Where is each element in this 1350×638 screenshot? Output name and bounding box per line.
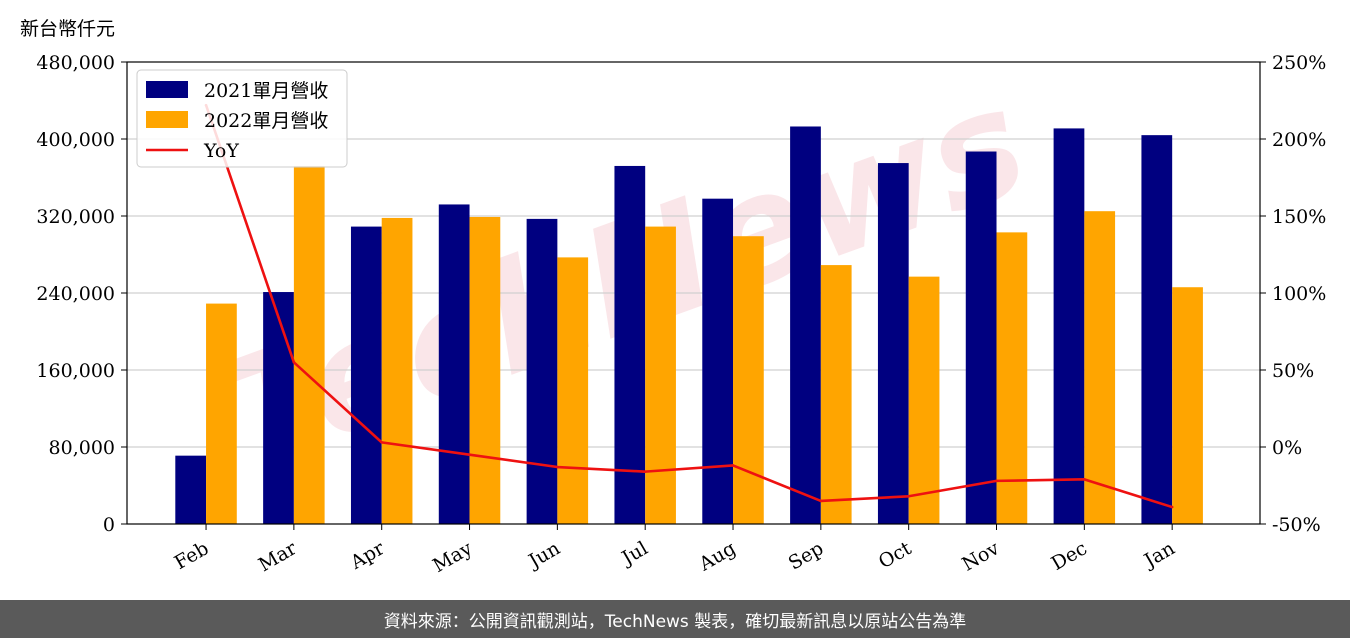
yoy-point-dec (1083, 478, 1086, 481)
x-tick-label-feb: Feb (171, 537, 213, 574)
y-right-tick-label: -50% (1272, 514, 1321, 536)
bar-2022-apr (381, 217, 413, 525)
yoy-point-may (468, 453, 471, 457)
y-left-tick-label: 400,000 (36, 129, 115, 151)
x-tick-label-jul: Jul (616, 537, 651, 570)
x-tick-label-jun: Jun (523, 537, 564, 573)
y-left-tick-label: 240,000 (36, 283, 115, 305)
yoy-point-aug (731, 464, 735, 467)
y-left-tick-label: 480,000 (36, 52, 115, 74)
bar-2021-sep (790, 126, 821, 525)
bar-2022-feb (206, 303, 237, 524)
bar-2022-may (469, 216, 501, 524)
yoy-point-apr (380, 441, 384, 444)
bar-2022-oct (908, 276, 940, 524)
x-tick-label-oct: Oct (875, 537, 916, 573)
bar-2021-feb (175, 455, 207, 524)
bar-2021-jun (526, 218, 558, 524)
yoy-point-oct (907, 494, 910, 498)
yoy-point-mar (292, 361, 296, 364)
x-tick-label-mar: Mar (255, 537, 301, 576)
yoy-point-nov (995, 479, 998, 483)
revenue-chart: TechNews 080,000160,000240,000320,000400… (36, 52, 1326, 577)
yoy-point-jan (1170, 505, 1174, 509)
x-tick-label-aug: Aug (695, 537, 740, 576)
legend-swatch-2022 (146, 111, 188, 128)
yoy-point-jul (643, 470, 647, 473)
yoy-line (204, 104, 1173, 509)
bar-2022-aug (733, 236, 764, 524)
bar-2021-aug (702, 198, 734, 525)
legend: 2021單月營收 2022單月營收 YoY (136, 69, 348, 168)
bar-2022-jan (1172, 287, 1203, 524)
bar-2021-mar (263, 292, 294, 524)
bar-2021-apr (350, 226, 382, 524)
x-tick-label-apr: Apr (346, 537, 389, 574)
y-left-tick-label: 160,000 (36, 360, 115, 382)
bar-2021-jan (1141, 135, 1173, 524)
x-tick-label-may: May (429, 537, 476, 577)
source-footer: 資料來源：公開資訊觀測站，TechNews 製表，確切最新訊息以原站公告為準 (0, 600, 1350, 638)
bar-2021-dec (1053, 128, 1085, 524)
bar-2021-nov (965, 151, 997, 524)
bar-2022-nov (996, 232, 1028, 525)
y-left-tick-label: 320,000 (36, 206, 115, 228)
y-right-tick-label: 100% (1272, 283, 1326, 305)
legend-label-2022: 2022單月營收 (204, 110, 328, 132)
y-axis-unit-label: 新台幣仟元 (20, 18, 116, 40)
bars (175, 126, 1203, 525)
bar-2022-jul (645, 226, 676, 524)
y-right-tick-label: 0% (1272, 437, 1302, 459)
x-tick-label-dec: Dec (1048, 537, 1091, 575)
bar-2022-jun (557, 257, 589, 524)
legend-swatch-2021 (146, 81, 188, 98)
bar-2021-jul (614, 165, 646, 524)
y-right-tick-label: 150% (1272, 206, 1326, 228)
x-tick-label-sep: Sep (785, 537, 828, 574)
x-tick-label-nov: Nov (958, 537, 1003, 576)
legend-label-yoy: YoY (203, 140, 239, 162)
source-footer-text: 資料來源：公開資訊觀測站，TechNews 製表，確切最新訊息以原站公告為準 (383, 611, 967, 632)
bar-2021-oct (877, 163, 909, 524)
yoy-point-sep (819, 499, 823, 503)
bar-2021-may (438, 204, 470, 524)
x-tick-label-jan: Jan (1139, 537, 1179, 573)
y-left-tick-label: 80,000 (49, 437, 115, 459)
bar-2022-sep (820, 265, 852, 524)
y-right-tick-label: 200% (1272, 129, 1326, 151)
y-left-tick-label: 0 (103, 514, 115, 536)
yoy-point-jun (556, 465, 559, 469)
y-right-tick-label: 250% (1272, 52, 1326, 74)
legend-label-2021: 2021單月營收 (204, 80, 328, 102)
bar-2022-mar (293, 165, 325, 524)
y-right-tick-label: 50% (1272, 360, 1314, 382)
legend-box (136, 69, 348, 168)
bar-2022-dec (1084, 211, 1116, 524)
